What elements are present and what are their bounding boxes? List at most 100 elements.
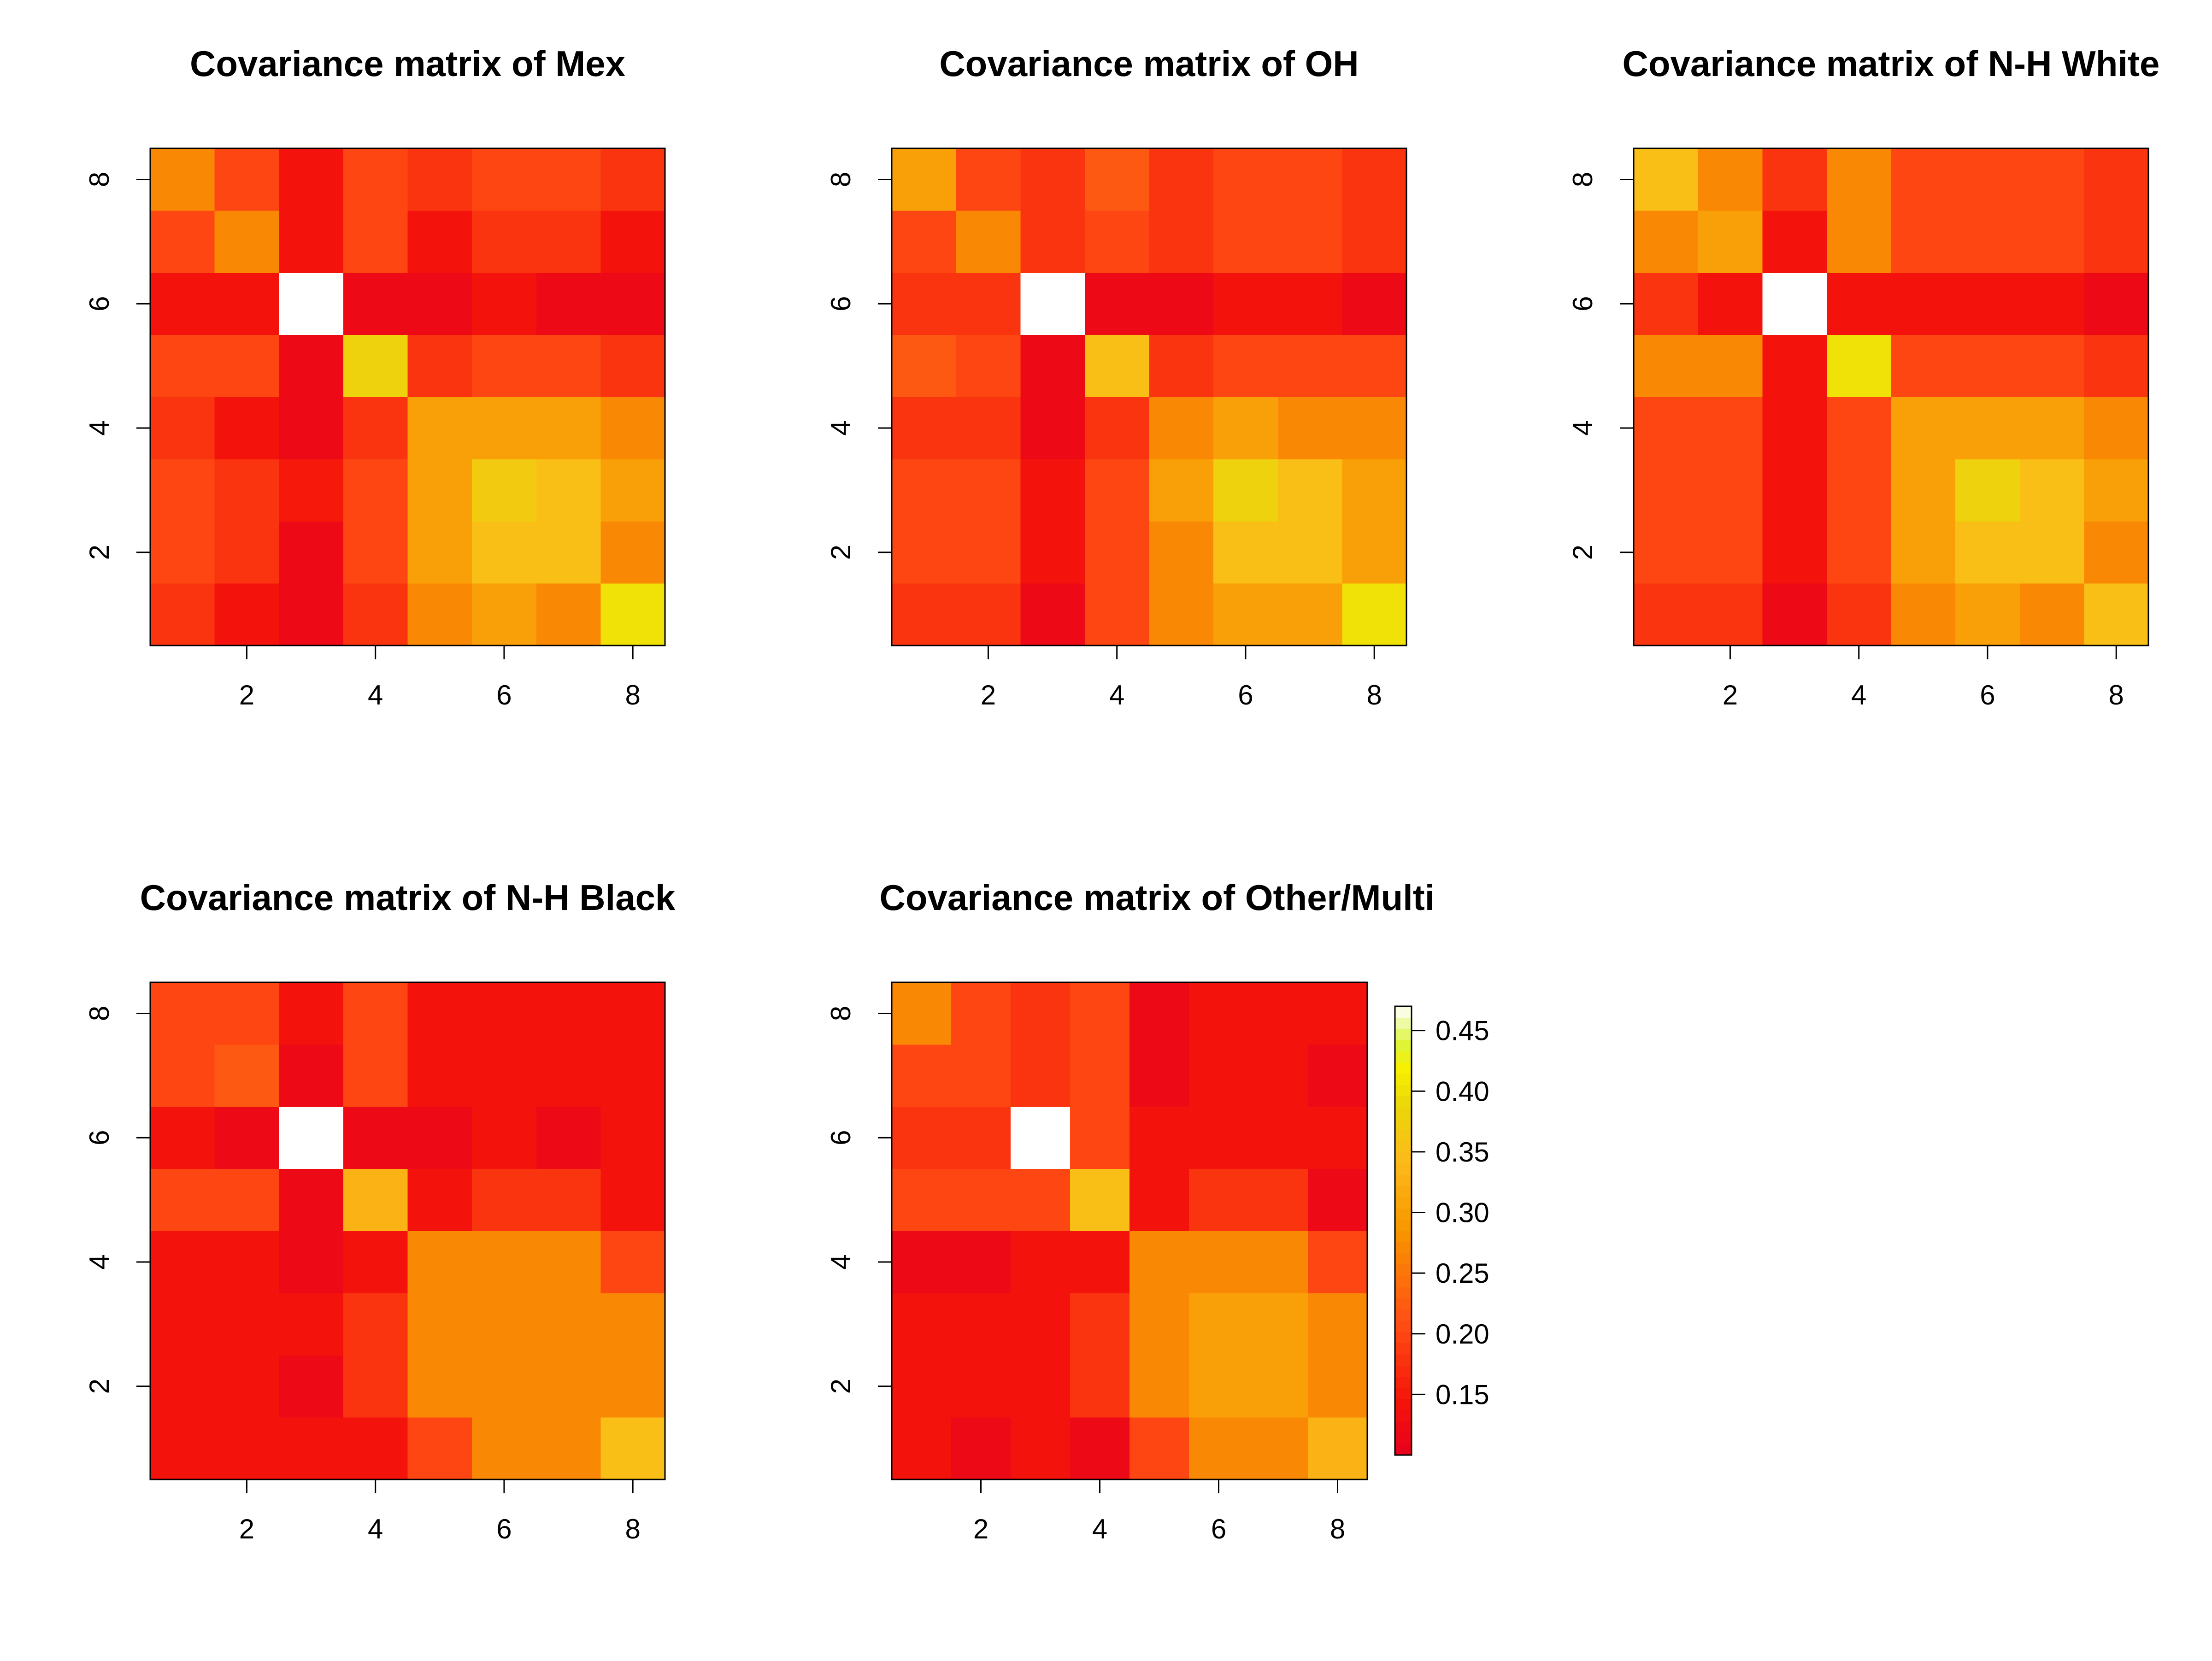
heatmap-cell <box>1248 1293 1308 1356</box>
heatmap-cell <box>150 1355 215 1418</box>
colorbar-tick-label: 0.30 <box>1435 1197 1489 1228</box>
heatmap-cell <box>407 583 472 646</box>
colorbar-swatch <box>1395 1320 1412 1332</box>
heatmap-cell <box>956 583 1021 646</box>
heatmap-cell <box>1130 1355 1189 1418</box>
heatmap-cell <box>951 1231 1011 1293</box>
heatmap-cell <box>1955 583 2020 646</box>
x-tick-label: 2 <box>1723 680 1738 710</box>
heatmap-cell <box>1020 521 1085 584</box>
heatmap-cell <box>1213 459 1278 522</box>
heatmap-cell <box>343 148 408 211</box>
heatmap-cell <box>600 1355 665 1418</box>
heatmap-cell <box>892 583 957 646</box>
heatmap-cell <box>951 1044 1011 1107</box>
heatmap-cell <box>150 583 215 646</box>
heatmap-cell <box>892 1417 952 1480</box>
heatmap-cell <box>2019 335 2084 398</box>
heatmap-cell <box>343 1231 408 1293</box>
colorbar-swatch <box>1395 1264 1412 1276</box>
heatmap-cell <box>951 1355 1011 1418</box>
x-tick-label: 4 <box>368 680 383 710</box>
heatmap-cell <box>951 982 1011 1045</box>
heatmap-cell <box>1762 397 1827 459</box>
heatmap-cell <box>1698 148 1763 211</box>
heatmap-cell <box>1277 397 1342 459</box>
colorbar-swatch <box>1395 1062 1412 1074</box>
plot-frame <box>891 147 1407 646</box>
heatmap-cell <box>1070 1106 1130 1169</box>
heatmap-cell <box>2084 583 2149 646</box>
heatmap-cell <box>536 148 601 211</box>
heatmap-cell <box>1698 397 1763 459</box>
heatmap-cell <box>2019 210 2084 273</box>
heatmap-cell <box>892 1168 952 1232</box>
colorbar-swatch <box>1395 1343 1412 1355</box>
heatmap-cell <box>892 459 957 522</box>
heatmap-cell <box>1149 335 1214 398</box>
heatmap-cell <box>214 397 279 459</box>
heatmap-cell <box>1762 459 1827 522</box>
heatmap-cell <box>536 1044 601 1107</box>
heatmap-cell <box>1826 521 1892 584</box>
colorbar-swatch <box>1395 1421 1412 1433</box>
colorbar-swatch <box>1395 1275 1412 1287</box>
heatmap-cell <box>536 1168 601 1232</box>
chart-title: Covariance matrix of N-H White <box>1623 43 2160 84</box>
colorbar-swatch <box>1395 1376 1412 1388</box>
heatmap-cell <box>1826 335 1892 398</box>
colorbar-tick-label: 0.35 <box>1435 1137 1489 1168</box>
colorbar-swatch <box>1395 1074 1412 1086</box>
heatmap-cell <box>1277 335 1342 398</box>
heatmap-cell <box>1084 459 1150 522</box>
heatmap-cell <box>1277 272 1342 335</box>
heatmap-cell <box>1011 1106 1071 1169</box>
colorbar-swatch <box>1395 1040 1412 1051</box>
heatmap-cell <box>1891 459 1956 522</box>
colorbar-swatch <box>1395 1219 1412 1231</box>
heatmap-cell <box>1826 583 1892 646</box>
colorbar-swatch <box>1395 1118 1412 1130</box>
heatmap-cell <box>1891 335 1956 398</box>
heatmap-cell <box>1149 397 1214 459</box>
heatmap-cell <box>279 1231 344 1293</box>
heatmap-cell <box>892 521 957 584</box>
heatmap-cell <box>472 521 537 584</box>
heatmap-cell <box>343 210 408 273</box>
heatmap-cell <box>600 982 665 1045</box>
heatmap-cell <box>2084 459 2149 522</box>
heatmap-cell <box>892 1355 952 1418</box>
colorbar-swatch <box>1395 1432 1412 1444</box>
heatmap-cell <box>1084 583 1150 646</box>
heatmap-cell <box>2084 521 2149 584</box>
heatmap-cell <box>2084 335 2149 398</box>
heatmap-cell <box>600 583 665 646</box>
heatmap-cell <box>279 982 344 1045</box>
heatmap-cell <box>1698 335 1763 398</box>
y-tick-label: 4 <box>84 1254 115 1269</box>
heatmap-cell <box>1149 272 1214 335</box>
colorbar-swatch <box>1395 1242 1412 1254</box>
heatmap-cell <box>407 1044 472 1107</box>
heatmap-cell <box>472 148 537 211</box>
heatmap-cell <box>1020 148 1085 211</box>
heatmap-cells <box>1634 148 2149 646</box>
heatmap-cell <box>1248 1044 1308 1107</box>
heatmap-cell <box>1634 148 1699 211</box>
heatmap-cell <box>1762 583 1827 646</box>
heatmap-cell <box>150 982 215 1045</box>
y-tick-label: 6 <box>1567 296 1598 311</box>
heatmap-cell <box>407 210 472 273</box>
heatmap-cell <box>407 459 472 522</box>
heatmap-cell <box>536 272 601 335</box>
heatmap-cell <box>150 1168 215 1232</box>
heatmap-cell <box>343 982 408 1045</box>
heatmap-cell <box>536 1417 601 1480</box>
heatmap-cell <box>600 272 665 335</box>
heatmap-cell <box>951 1417 1011 1480</box>
heatmap-cell <box>1189 982 1249 1045</box>
y-tick-label: 8 <box>825 172 856 187</box>
y-tick-label: 6 <box>84 296 115 311</box>
heatmap-cell <box>1634 459 1699 522</box>
